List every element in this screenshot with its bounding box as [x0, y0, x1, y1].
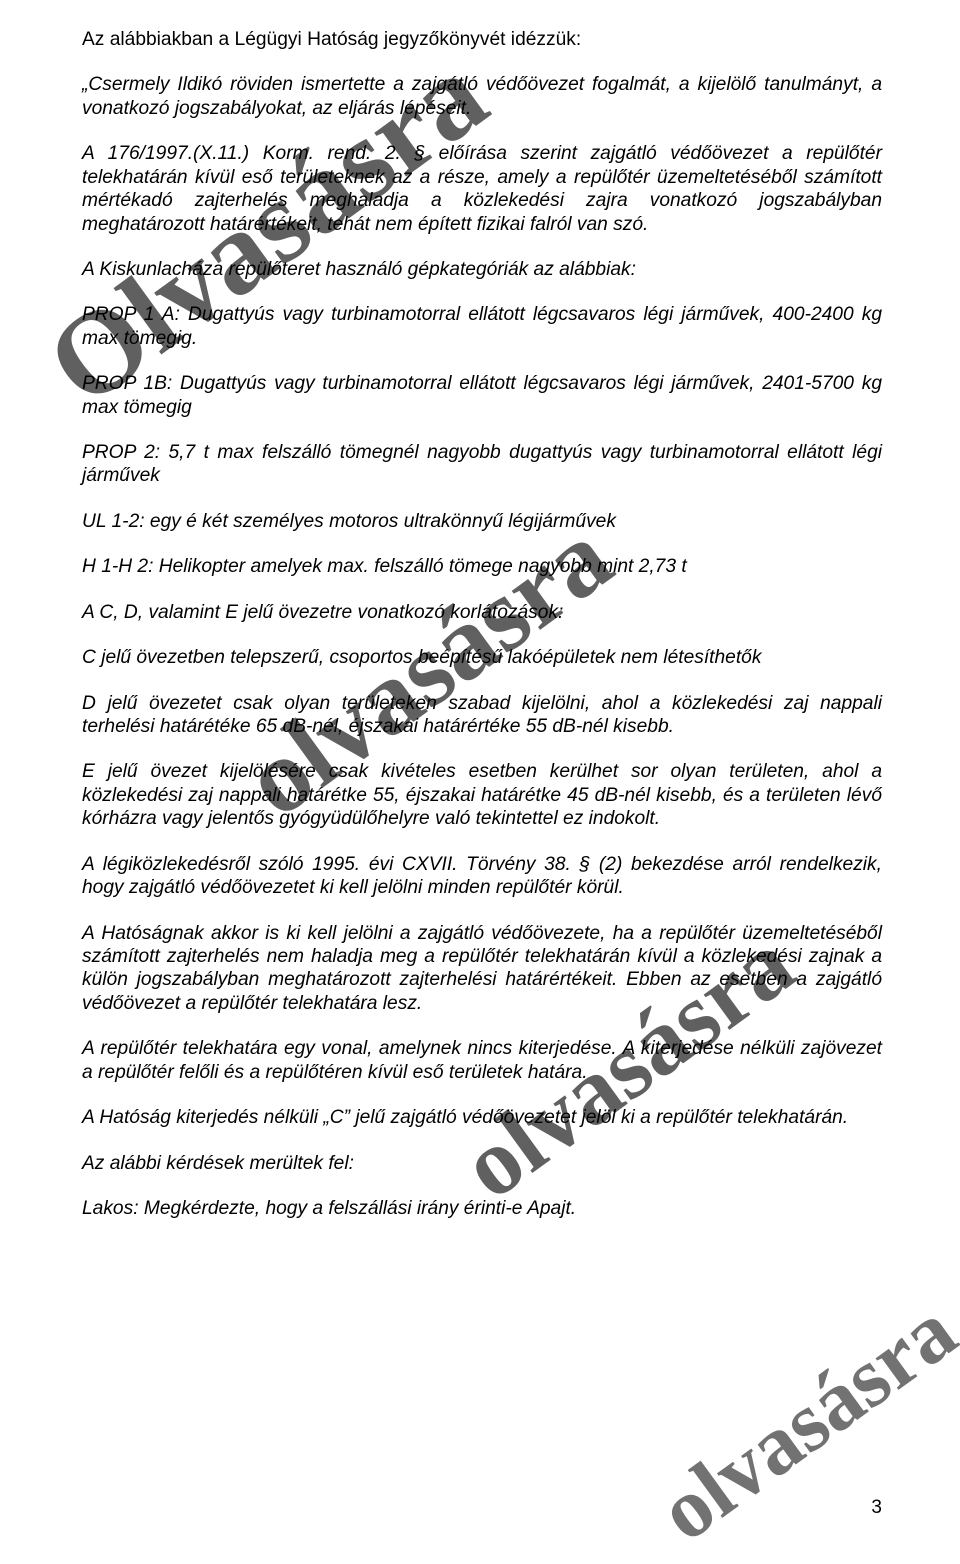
paragraph: UL 1-2: egy é két személyes motoros ultr… [82, 510, 882, 533]
paragraph: PROP 1 A: Dugattyús vagy turbinamotorral… [82, 303, 882, 350]
page-number: 3 [871, 1496, 882, 1519]
paragraph: Lakos: Megkérdezte, hogy a felszállási i… [82, 1197, 882, 1220]
watermark-text: olvasásra [640, 1280, 960, 1564]
paragraph: PROP 2: 5,7 t max felszálló tömegnél nag… [82, 441, 882, 488]
paragraph: A légiközlekedésről szóló 1995. évi CXVI… [82, 853, 882, 900]
paragraph: Az alábbiakban a Légügyi Hatóság jegyzők… [82, 28, 882, 51]
paragraph: A Hatóságnak akkor is ki kell jelölni a … [82, 922, 882, 1016]
paragraph: Az alábbi kérdések merültek fel: [82, 1152, 882, 1175]
paragraph: A repülőtér telekhatára egy vonal, amely… [82, 1037, 882, 1084]
paragraph: „Csermely Ildikó röviden ismertette a za… [82, 73, 882, 120]
paragraph: A 176/1997.(X.11.) Korm. rend. 2. § előí… [82, 142, 882, 236]
paragraph: E jelű övezet kijelölésére csak kivétele… [82, 760, 882, 830]
document-body: Az alábbiakban a Légügyi Hatóság jegyzők… [82, 28, 882, 1220]
paragraph: A Hatóság kiterjedés nélküli „C” jelű za… [82, 1106, 882, 1129]
paragraph: H 1-H 2: Helikopter amelyek max. felszál… [82, 555, 882, 578]
document-page: Olvasásra olvasásra olvasásra olvasásra … [0, 0, 960, 1541]
paragraph: PROP 1B: Dugattyús vagy turbinamotorral … [82, 372, 882, 419]
paragraph: C jelű övezetben telepszerű, csoportos b… [82, 646, 882, 669]
paragraph: D jelű övezetet csak olyan területeken s… [82, 692, 882, 739]
paragraph: A Kiskunlacháza repülőteret használó gép… [82, 258, 882, 281]
paragraph: A C, D, valamint E jelű övezetre vonatko… [82, 601, 882, 624]
